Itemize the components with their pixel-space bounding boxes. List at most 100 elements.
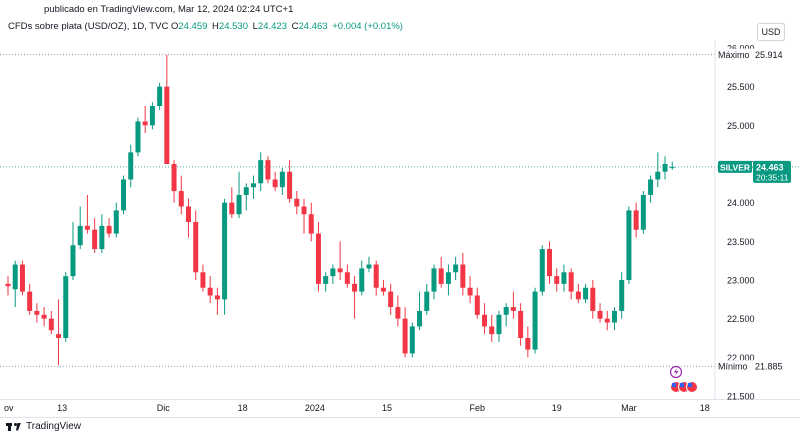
min-label-box [716,360,800,373]
candle-body [554,276,560,284]
y-tick-label: 22.500 [727,314,755,324]
last-price-value: 24.463 [756,162,784,172]
candle-body [518,310,524,338]
lightning-event-icon[interactable] [669,365,683,379]
candle-body [510,307,516,311]
candle-body [222,202,228,300]
candle-body [373,264,379,288]
y-tick-label: 22.000 [727,353,755,363]
x-tick-label: 18 [700,403,710,413]
candle-body [92,229,98,250]
candle-body [287,171,293,199]
candle-body [193,222,199,273]
candle-body [366,264,372,269]
candle-body [388,291,394,308]
candle-body [424,291,430,311]
x-tick-label: ov [4,403,14,413]
candle-body [352,283,358,292]
candle-body [445,272,451,284]
candle-body [207,287,213,296]
max-label: Máximo [718,50,750,60]
symbol-badge-label: SILVER [720,162,750,172]
candle-body [482,314,488,327]
candle-body [157,86,163,106]
candle-body [633,210,639,230]
us-flag-icon[interactable] [686,381,698,393]
candle-body [279,171,285,188]
candle-body [315,233,321,284]
candle-body [380,287,386,292]
top-bar: publicado en TradingView.com, Mar 12, 20… [0,0,800,18]
symbol-title: CFDs sobre plata (USD/OZ), 1D, TVC [8,21,169,32]
close-value: 24.463 [298,21,328,32]
candle-body [590,287,596,311]
tradingview-logo-icon [6,422,22,432]
candle-body [604,318,610,323]
candle-body [431,268,437,292]
published-caption: publicado en TradingView.com, Mar 12, 20… [44,4,294,15]
candle-body [272,179,278,188]
candle-body [611,310,617,323]
candle-body [597,310,603,319]
candle-body [41,314,47,319]
currency-button[interactable]: USD [757,23,785,41]
candle-body [186,206,191,222]
low-value: 24.423 [257,21,287,32]
candle-body [583,287,589,300]
y-tick-label: 25.500 [727,82,755,92]
candle-body [164,86,170,164]
candle-body [438,268,444,284]
y-tick-label: 25.000 [727,121,755,131]
x-tick-label: Feb [470,403,486,413]
close-label: C [291,21,299,32]
candle-body [655,171,661,180]
candle-body [56,334,62,338]
candle-body [359,268,365,292]
candle-body [539,249,545,292]
candle-body [308,214,314,234]
candle-body [330,268,336,277]
candle-body [19,264,25,292]
candle-body [236,194,242,215]
y-tick-label: 26.000 [727,44,755,54]
candle-body [265,160,271,180]
candle-body [417,310,423,327]
countdown-value: 20:35:11 [756,172,789,182]
candle-body [250,183,256,188]
candle-body [27,291,33,311]
axes: 26.00025.50025.00024.50024.00023.50023.0… [0,40,800,418]
candle-body [619,280,625,311]
open-value: 24.459 [178,21,208,32]
candle-body [70,245,76,277]
candle-body [395,307,401,319]
candle-body [669,166,675,168]
y-tick-label: 24.000 [727,198,755,208]
footer: TradingView [6,421,81,432]
candle-body [575,291,581,300]
symbol-legend: CFDs sobre plata (USD/OZ), 1D, TVC O24.4… [8,21,405,32]
candle-body [453,264,459,273]
candle-body [547,249,552,277]
x-tick-label: 15 [382,403,392,413]
x-tick-label: 18 [238,403,248,413]
candle-body [258,160,264,184]
candle-body [301,206,307,215]
candle-body [294,198,300,207]
candles [5,54,675,366]
candle-body [34,310,40,315]
price-chart[interactable]: 26.00025.50025.00024.50024.00023.50023.0… [0,0,800,420]
high-label: H [212,21,219,32]
candle-body [214,295,220,300]
candle-body [12,264,18,290]
candle-body [63,276,69,338]
candle-body [640,194,646,230]
x-tick-label: 2024 [305,403,325,413]
candle-body [662,164,668,172]
x-tick-label: 19 [552,403,562,413]
candle-body [200,272,206,288]
y-tick-label: 23.500 [727,237,755,247]
change-value: +0.004 (+0.01%) [332,21,403,32]
x-tick-label: Mar [621,403,637,413]
candle-body [48,318,54,331]
candle-body [128,152,134,180]
